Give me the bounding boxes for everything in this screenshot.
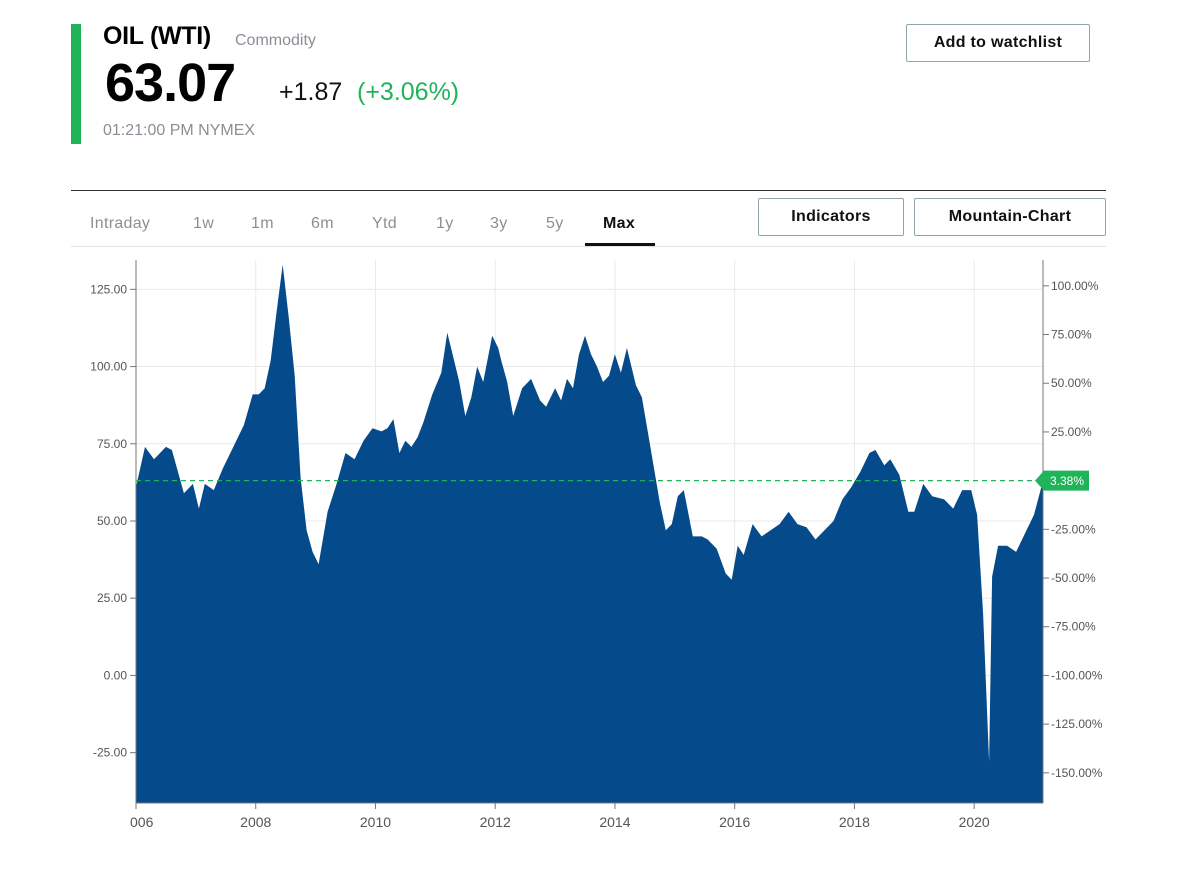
tab-1y[interactable]: 1y <box>436 215 454 232</box>
reference-label-badge <box>1035 470 1089 491</box>
price-chart[interactable]: 125.00 100.00 75.00 50.00 25.00 0.00 -25.00 100… <box>0 250 1200 850</box>
x-tick-label: 2008 <box>240 814 271 830</box>
price-area <box>136 264 1043 804</box>
indicators-button[interactable]: Indicators <box>758 198 904 236</box>
y-right-tick-label: 25.00% <box>1051 425 1092 439</box>
y-right-tick-label: -150.00% <box>1051 766 1103 780</box>
tab-1w[interactable]: 1w <box>193 215 215 232</box>
x-tick-label: 2016 <box>719 814 750 830</box>
instrument-name: OIL (WTI) <box>103 22 211 50</box>
tab-6m[interactable]: 6m <box>311 215 334 232</box>
last-price: 63.07 <box>105 53 236 113</box>
reference-line-group: 3.38% <box>136 470 1089 491</box>
tabs-divider <box>71 246 1106 247</box>
tab-ytd[interactable]: Ytd <box>372 215 397 232</box>
tab-max[interactable]: Max <box>603 215 636 232</box>
x-tick-label: 2010 <box>360 814 391 830</box>
chart-axes: 125.00 100.00 75.00 50.00 25.00 0.00 -25.00 100… <box>90 260 1103 830</box>
y-right-tick-label: 50.00% <box>1051 376 1092 390</box>
y-left-tick-label: 50.00 <box>97 514 127 528</box>
x-tick-label: 2020 <box>959 814 990 830</box>
y-right-tick-label: -75.00% <box>1051 620 1096 634</box>
y-right-tick-label: -50.00% <box>1051 571 1096 585</box>
x-tick-label: 2014 <box>599 814 630 830</box>
quote-accent-bar <box>71 24 81 144</box>
y-left-tick-label: -25.00 <box>93 746 127 760</box>
price-change: +1.87 <box>279 78 343 106</box>
tab-3y[interactable]: 3y <box>490 215 508 232</box>
add-to-watchlist-button[interactable]: Add to watchlist <box>906 24 1090 62</box>
tab-5y[interactable]: 5y <box>546 215 564 232</box>
reference-label: 3.38% <box>1050 474 1084 488</box>
x-tick-label: 2012 <box>480 814 511 830</box>
tab-1m[interactable]: 1m <box>251 215 274 232</box>
y-right-tick-label: -100.00% <box>1051 668 1103 682</box>
y-right-tick-label: -25.00% <box>1051 522 1096 536</box>
active-tab-indicator <box>585 243 655 246</box>
y-right-tick-label: 100.00% <box>1051 279 1099 293</box>
y-left-tick-label: 25.00 <box>97 591 127 605</box>
tab-intraday[interactable]: Intraday <box>90 215 151 232</box>
y-right-tick-label: 75.00% <box>1051 328 1092 342</box>
y-left-tick-label: 75.00 <box>97 437 127 451</box>
x-tick-label: 2018 <box>839 814 870 830</box>
y-left-tick-label: 125.00 <box>90 282 127 296</box>
instrument-category: Commodity <box>235 32 316 49</box>
quote-timestamp: 01:21:00 PM NYMEX <box>103 122 256 139</box>
y-right-tick-label: -125.00% <box>1051 717 1103 731</box>
header-divider <box>71 190 1106 191</box>
y-left-tick-label: 100.00 <box>90 360 127 374</box>
y-left-tick-label: 0.00 <box>104 668 128 682</box>
x-tick-label: 006 <box>130 814 154 830</box>
mountain-chart-button[interactable]: Mountain-Chart <box>914 198 1106 236</box>
price-change-percent: (+3.06%) <box>357 78 460 106</box>
